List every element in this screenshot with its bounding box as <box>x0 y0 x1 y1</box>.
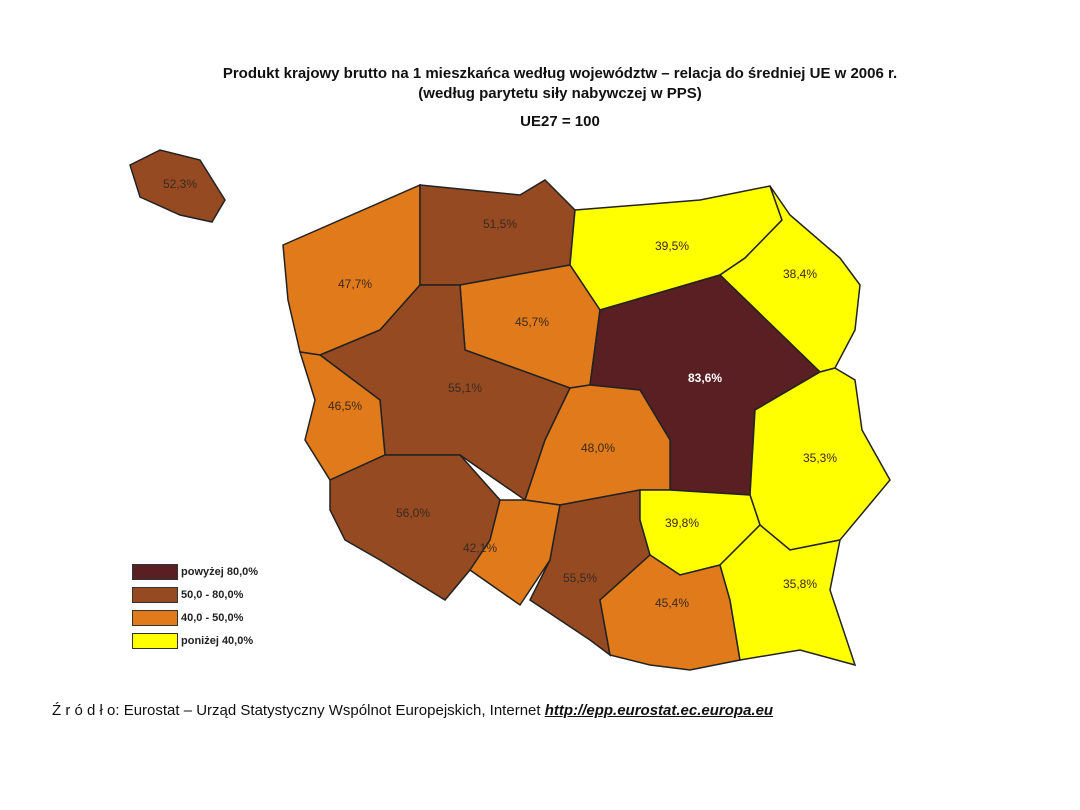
map-title: Produkt krajowy brutto na 1 mieszkańca w… <box>222 65 898 82</box>
region-area <box>318 284 572 502</box>
region-value-label: 35,8% <box>783 577 817 591</box>
inset-region-value-label: 52,3% <box>163 177 197 191</box>
region-value-label: 39,5% <box>655 239 689 253</box>
region-value-label: 48,0% <box>581 441 615 455</box>
region-value-label: 46,5% <box>328 399 362 413</box>
legend-item: poniżej 40,0% <box>132 629 258 652</box>
inset-region-area <box>129 149 226 223</box>
legend-label: poniżej 40,0% <box>181 634 254 647</box>
region-value-label: 51,5% <box>483 217 517 231</box>
region-area <box>719 523 857 667</box>
legend-label: powyżej 80,0% <box>181 565 259 578</box>
legend-label: 40,0 - 50,0% <box>181 611 244 624</box>
region-value-label: 55,5% <box>563 571 597 585</box>
region-area <box>599 554 741 671</box>
region-value-label: 56,0% <box>396 506 430 520</box>
source-link[interactable]: http://epp.eurostat.ec.europa.eu <box>544 702 774 719</box>
map-base-note: UE27 = 100 <box>520 113 600 130</box>
legend-swatch <box>132 563 178 580</box>
region-value-label: 55,1% <box>448 381 482 395</box>
legend-item: 50,0 - 80,0% <box>132 583 258 606</box>
region-value-label: 39,8% <box>665 516 699 530</box>
region-value-label: 47,7% <box>338 277 372 291</box>
legend-item: powyżej 80,0% <box>132 560 258 583</box>
legend: powyżej 80,0% 50,0 - 80,0% 40,0 - 50,0% … <box>132 560 258 652</box>
region-value-label: 45,7% <box>515 315 549 329</box>
region-area <box>468 499 561 607</box>
region-value-label: 42,1% <box>463 541 497 555</box>
region-value-label: 38,4% <box>783 267 817 281</box>
legend-swatch <box>132 632 178 649</box>
legend-item: 40,0 - 50,0% <box>132 606 258 629</box>
legend-label: 50,0 - 80,0% <box>181 588 244 601</box>
region-value-label: 45,4% <box>655 596 689 610</box>
region-value-label: 83,6% <box>688 371 722 385</box>
legend-swatch <box>132 609 178 626</box>
map-subtitle: (według parytetu siły nabywczej w PPS) <box>418 85 702 102</box>
source-text: Ź r ó d ł o: Eurostat – Urząd Statystycz… <box>52 702 545 719</box>
region-area <box>329 454 501 601</box>
source-note: Ź r ó d ł o: Eurostat – Urząd Statystycz… <box>52 702 773 719</box>
legend-swatch <box>132 586 178 603</box>
region-value-label: 35,3% <box>803 451 837 465</box>
